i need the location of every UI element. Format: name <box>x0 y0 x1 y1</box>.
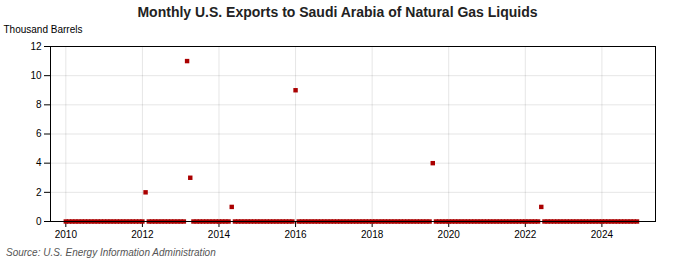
svg-text:12: 12 <box>30 41 42 52</box>
svg-text:8: 8 <box>36 99 42 110</box>
svg-text:10: 10 <box>30 70 42 81</box>
svg-text:2024: 2024 <box>591 229 614 240</box>
svg-text:2: 2 <box>36 187 42 198</box>
svg-text:2020: 2020 <box>438 229 461 240</box>
svg-text:2012: 2012 <box>131 229 154 240</box>
svg-text:0: 0 <box>36 216 42 227</box>
html-text:Monthly U.S. Exports to Saudi: Monthly U.S. Exports to Saudi Arabia of … <box>137 4 538 20</box>
html-text:Source: U.S. Energy Informatio: Source: U.S. Energy Information Administ… <box>6 247 216 258</box>
svg-text:2018: 2018 <box>361 229 384 240</box>
svg-text:2014: 2014 <box>208 229 231 240</box>
svg-text:2016: 2016 <box>284 229 307 240</box>
svg-text:4: 4 <box>36 157 42 168</box>
svg-text:2010: 2010 <box>55 229 78 240</box>
svg-text:6: 6 <box>36 128 42 139</box>
svg-text:Thousand Barrels: Thousand Barrels <box>4 24 83 35</box>
svg-text:2022: 2022 <box>514 229 537 240</box>
